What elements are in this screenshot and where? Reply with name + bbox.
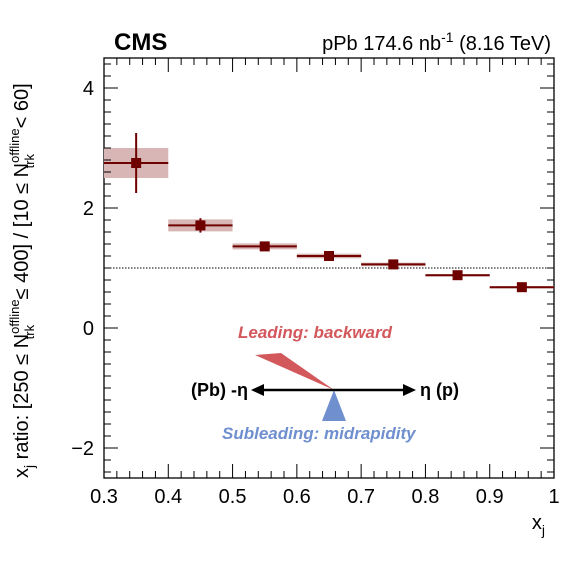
y-tick-label-3: 4 [83, 78, 94, 100]
eta-arrow-left [251, 384, 264, 396]
x-tick-label-5: 0.8 [412, 486, 440, 508]
annotation-right-direction: η (p) [420, 380, 459, 400]
y-axis-label: xj ratio: [250 ≤ Nofflinetrk ≤ 400] / [1… [7, 83, 37, 478]
eta-arrow-right [403, 384, 416, 396]
y-tick-label-0: −2 [71, 438, 94, 460]
x-tick-label-6: 0.9 [476, 486, 504, 508]
x-tick-labels: 0.3 0.4 0.5 0.6 0.7 0.8 0.9 1 [90, 486, 559, 508]
subleading-wedge-shape [322, 390, 346, 421]
axis-ticks [103, 58, 555, 478]
chart-title-left: CMS [114, 29, 167, 56]
data-point-2 [259, 241, 270, 252]
x-tick-label-2: 0.5 [219, 486, 247, 508]
data-point-0 [131, 158, 142, 168]
x-tick-label-7: 1 [548, 486, 559, 508]
x-tick-label-3: 0.6 [283, 486, 311, 508]
data-point-1 [195, 220, 206, 231]
error-bars [104, 133, 554, 289]
y-tick-label-1: 0 [83, 318, 94, 340]
annotation-subleading: Subleading: midrapidity [222, 424, 417, 443]
annotation-leading: Leading: backward [238, 323, 393, 342]
data-point-3 [324, 251, 334, 261]
data-markers [131, 158, 527, 293]
x-tick-label-0: 0.3 [90, 486, 118, 508]
y-tick-label-2: 2 [83, 198, 94, 220]
data-point-4 [388, 259, 399, 270]
x-tick-label-4: 0.7 [347, 486, 375, 508]
chart-title-right: pPb 174.6 nb-1 (8.16 TeV) [322, 29, 551, 55]
x-axis-label: xj [532, 512, 545, 538]
data-point-5 [452, 270, 463, 281]
x-tick-label-1: 0.4 [154, 486, 182, 508]
leading-wedge-shape [255, 353, 334, 390]
annotation-left-direction: (Pb) -η [191, 380, 248, 400]
data-point-6 [516, 282, 527, 293]
systematic-boxes [104, 148, 554, 289]
y-tick-labels: −2 0 2 4 [71, 78, 94, 460]
